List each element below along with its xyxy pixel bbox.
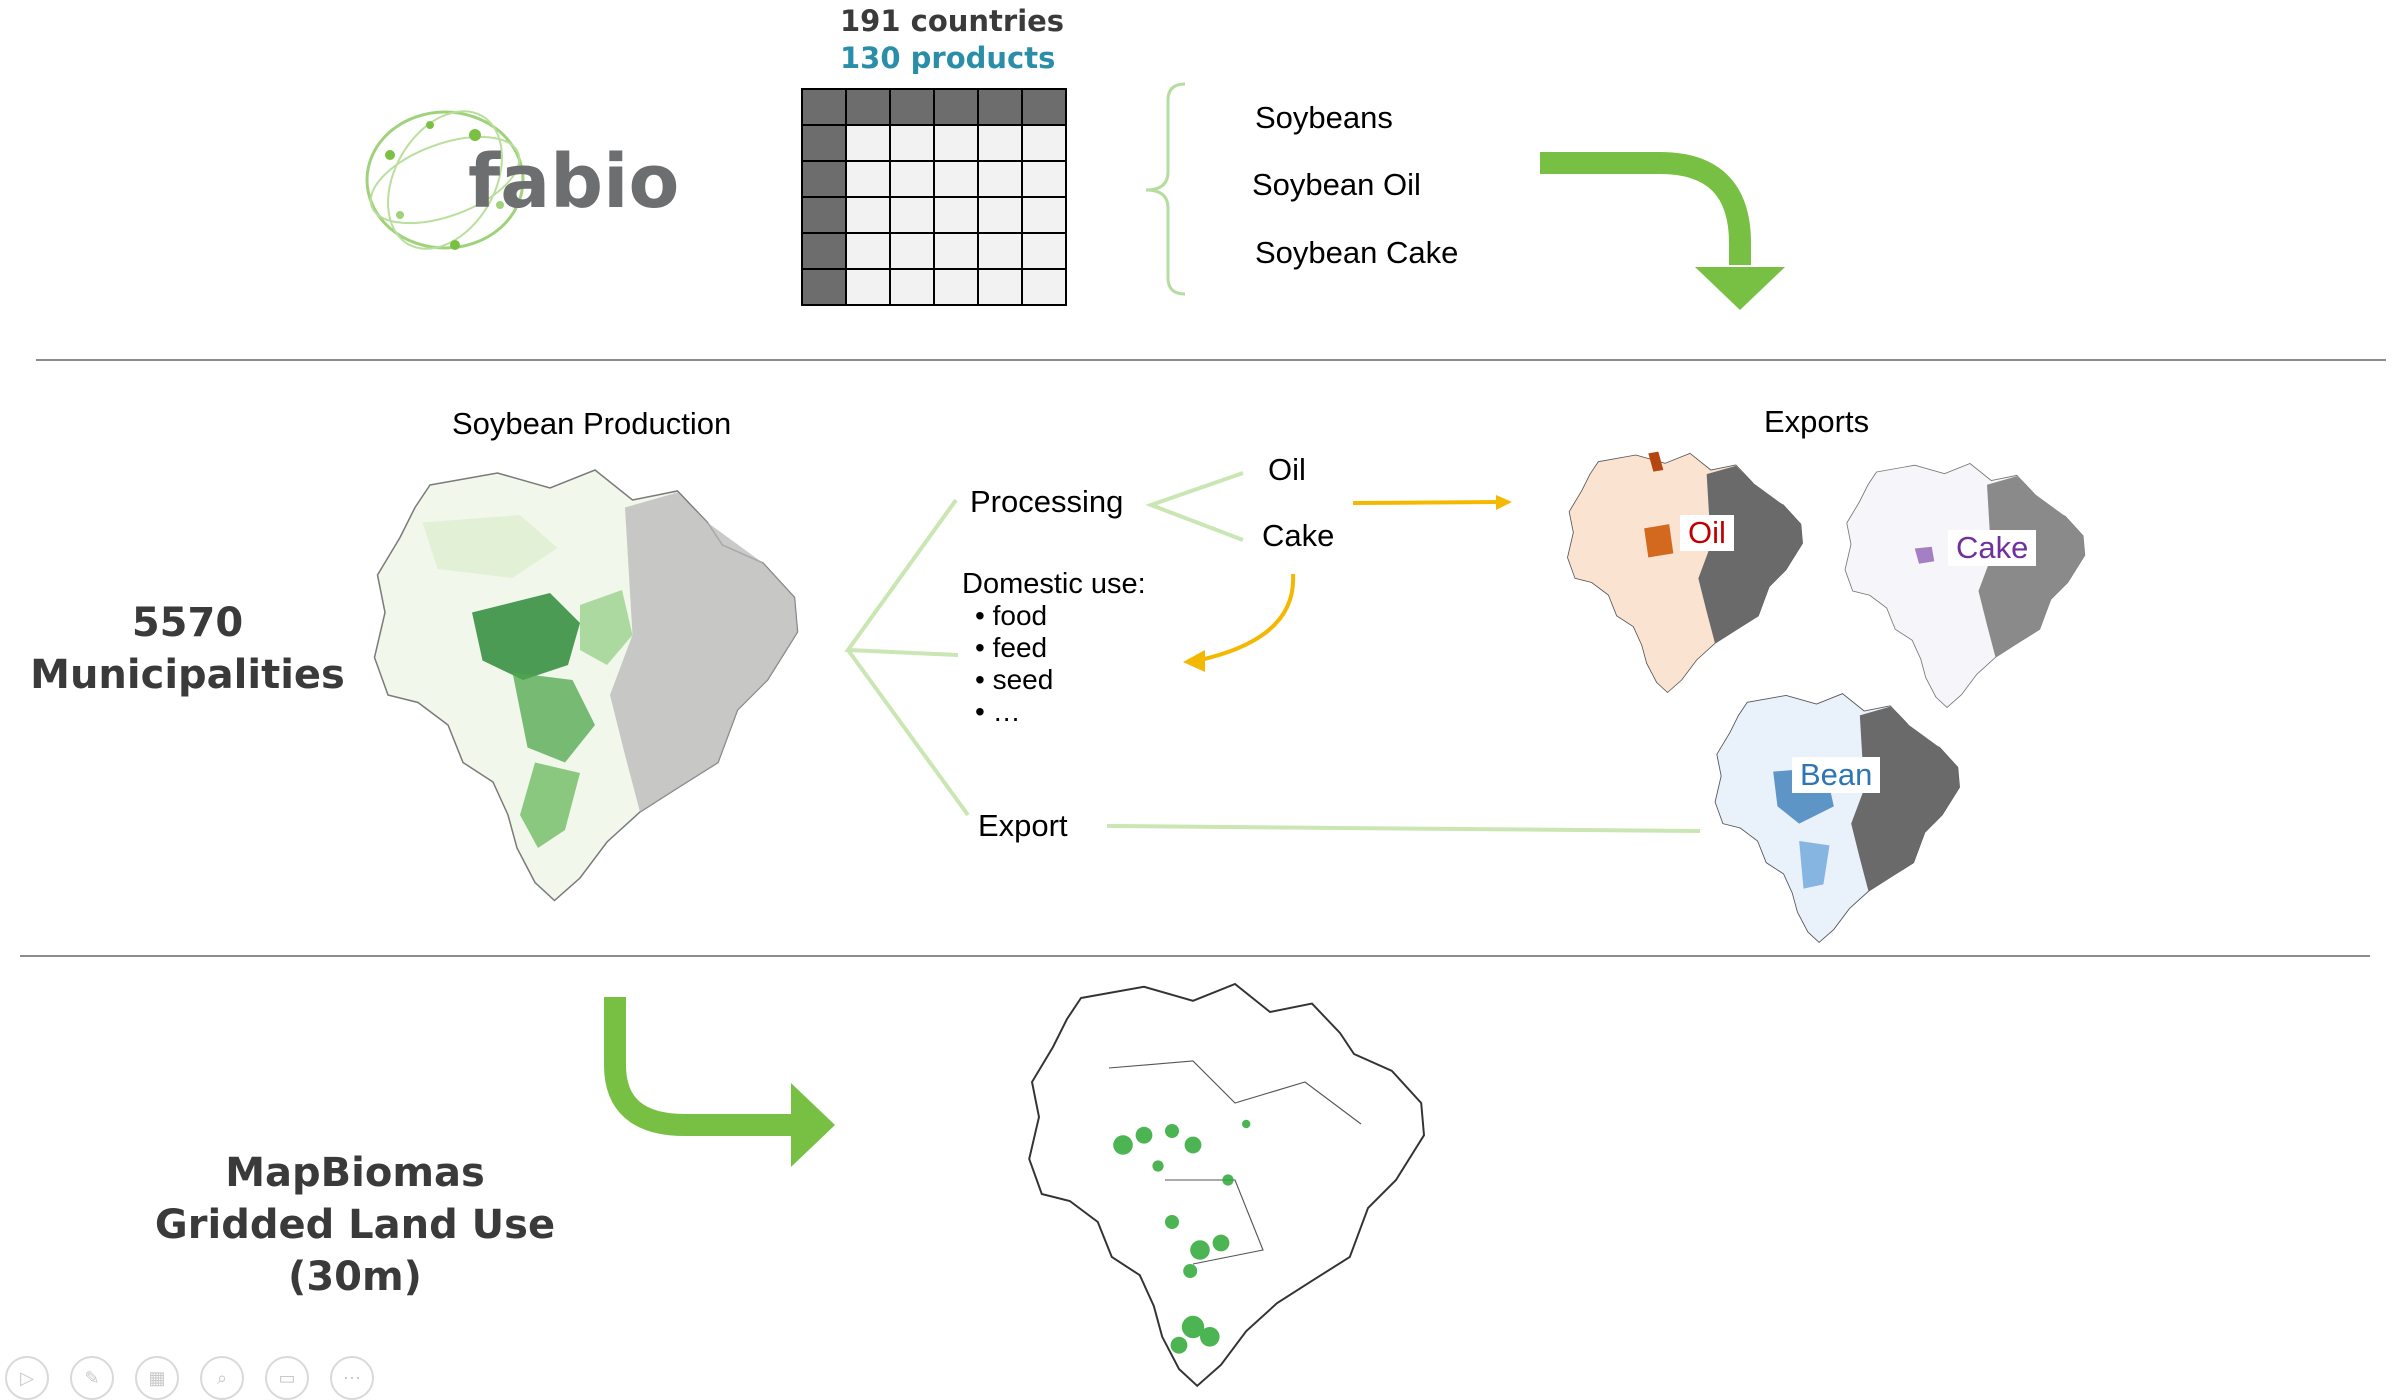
logo-text: fabio: [468, 139, 680, 225]
matrix-cell: [977, 88, 1023, 126]
right-arrow-icon: [604, 997, 835, 1167]
matrix-cell: [889, 268, 935, 306]
fabio-logo: fabio: [360, 95, 679, 275]
matrix-cell: [801, 268, 847, 306]
matrix-cell: [977, 124, 1023, 162]
flow-connectors: [844, 498, 970, 817]
landuse-line2: Gridded Land Use: [154, 1202, 556, 1248]
product-soybean-cake: Soybean Cake: [1255, 235, 1459, 270]
matrix-cell: [933, 196, 979, 234]
matrix-cell: [977, 196, 1023, 234]
more-icon[interactable]: ⋯: [330, 1356, 374, 1400]
cake-map-label: Cake: [1948, 530, 2037, 566]
soybean-production-map: [373, 469, 799, 902]
mapbiomas-landuse-map: [1028, 982, 1426, 1388]
matrix-cell: [889, 196, 935, 234]
matrix-cell: [889, 160, 935, 198]
bean-export-map: [1714, 693, 1960, 943]
curly-brace: [1145, 82, 1186, 296]
soybean-production-title: Soybean Production: [452, 406, 732, 441]
matrix-cell: [845, 268, 891, 306]
matrix-cell: [1021, 88, 1067, 126]
pen-icon[interactable]: ✎: [70, 1356, 114, 1400]
domestic-item-food: • food: [975, 600, 1048, 631]
export-connector: [1106, 824, 1701, 833]
matrix-cell: [977, 268, 1023, 306]
matrix-cell: [801, 196, 847, 234]
orange-arrow-curve-icon: [1183, 573, 1296, 672]
municipalities-count: 5570: [131, 600, 244, 646]
matrix-cell: [933, 232, 979, 270]
oil-map-label: Oil: [1680, 515, 1734, 551]
matrix-cell: [801, 88, 847, 126]
matrix-cell: [1021, 232, 1067, 270]
matrix-cell: [845, 232, 891, 270]
landuse-line3: (30m): [288, 1254, 422, 1300]
domestic-item-more: • …: [975, 696, 1021, 727]
export-label: Export: [978, 808, 1068, 843]
matrix-cell: [845, 88, 891, 126]
domestic-item-feed: • feed: [975, 632, 1048, 663]
domestic-use-list: • food • feed • seed • …: [975, 600, 1053, 728]
matrix-cell: [845, 160, 891, 198]
landuse-line1: MapBiomas: [225, 1150, 485, 1196]
play-icon[interactable]: ▷: [5, 1356, 49, 1400]
matrix-cell: [977, 160, 1023, 198]
domestic-item-seed: • seed: [975, 664, 1054, 695]
matrix-cell: [801, 232, 847, 270]
matrix-cell: [1021, 160, 1067, 198]
municipalities-label: Municipalities: [30, 652, 345, 698]
oil-export-map: [1567, 451, 1803, 694]
matrix-cell: [933, 268, 979, 306]
matrix-cell: [1021, 196, 1067, 234]
domestic-use-title: Domestic use:: [962, 568, 1146, 600]
oil-label: Oil: [1268, 452, 1306, 487]
matrix-cell: [889, 88, 935, 126]
matrix-cell: [845, 196, 891, 234]
matrix-cell: [845, 124, 891, 162]
product-soybeans: Soybeans: [1255, 100, 1393, 135]
orange-arrow-right-icon: [1352, 495, 1512, 510]
down-arrow-icon: [1540, 152, 1785, 310]
matrix-cell: [801, 124, 847, 162]
processing-label: Processing: [970, 484, 1124, 519]
matrix-cell: [889, 232, 935, 270]
matrix-cell: [977, 232, 1023, 270]
top-divider: [36, 359, 2386, 361]
slides-icon[interactable]: ▦: [135, 1356, 179, 1400]
matrix-table-icon: [801, 88, 1067, 306]
subtitles-icon[interactable]: ▭: [265, 1356, 309, 1400]
matrix-cell: [801, 160, 847, 198]
bottom-divider: [20, 955, 2370, 957]
bean-map-label: Bean: [1792, 757, 1881, 793]
exports-title: Exports: [1764, 404, 1870, 439]
countries-label: 191 countries: [840, 4, 1065, 38]
product-soybean-oil: Soybean Oil: [1252, 167, 1421, 202]
products-label: 130 products: [840, 41, 1056, 75]
processing-split-connector: [1145, 471, 1244, 542]
zoom-icon[interactable]: ⌕: [200, 1356, 244, 1400]
matrix-cell: [1021, 124, 1067, 162]
matrix-cell: [933, 88, 979, 126]
network-globe-icon: [365, 110, 525, 250]
cake-export-map: [1844, 463, 2086, 709]
matrix-cell: [889, 124, 935, 162]
matrix-cell: [933, 160, 979, 198]
cake-label: Cake: [1262, 518, 1335, 553]
matrix-cell: [1021, 268, 1067, 306]
matrix-cell: [933, 124, 979, 162]
